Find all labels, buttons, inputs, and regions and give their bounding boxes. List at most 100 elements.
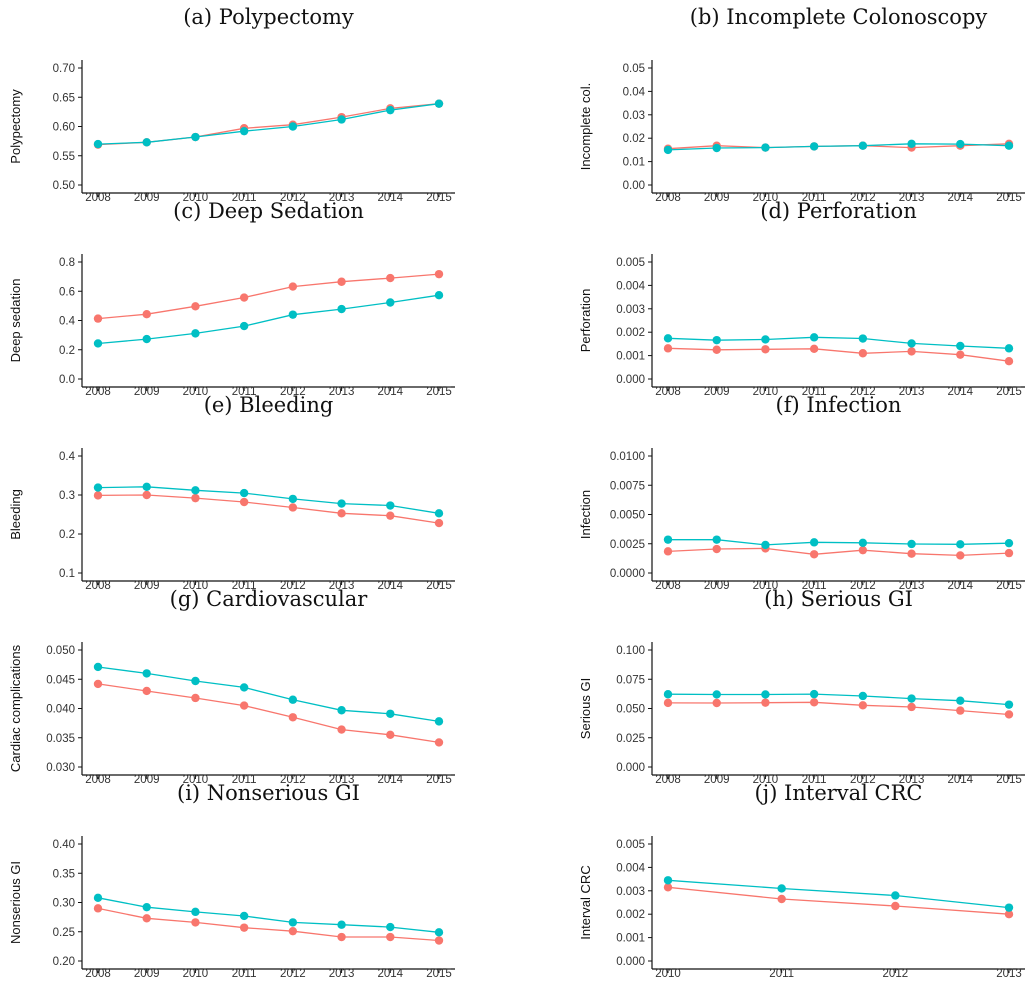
data-point	[956, 540, 965, 549]
x-tick-label: 2009	[134, 774, 160, 786]
series-line	[97, 486, 440, 514]
x-tick-label: 2009	[134, 192, 160, 204]
series-line	[97, 897, 440, 933]
data-point	[809, 689, 819, 699]
series-line	[667, 143, 1010, 151]
chart-panel: (c) Deep Sedation Deep sedation 0.0 0.2 0.4 0…	[8, 199, 455, 398]
data-point	[434, 509, 444, 518]
y-tick-label: 0.0100	[610, 451, 645, 463]
data-point	[712, 345, 721, 354]
series-line	[667, 336, 1010, 349]
data-point	[93, 483, 103, 492]
x-tick-label: 2008	[655, 386, 681, 398]
data-point	[239, 488, 249, 498]
series-line	[97, 907, 440, 942]
data-point	[337, 277, 346, 286]
data-point	[712, 698, 721, 708]
data-point	[337, 499, 346, 508]
chart-panel: (g) Cardiovascular Cardiac complications 0…	[8, 587, 455, 786]
data-point	[386, 922, 395, 932]
data-point	[891, 901, 900, 911]
data-point	[191, 907, 200, 917]
series-line	[667, 886, 1010, 915]
data-point	[386, 501, 395, 510]
y-tick-label: 0.01	[623, 157, 645, 169]
data-point	[663, 334, 673, 343]
x-tick-label: 2009	[704, 386, 730, 398]
y-axis-label: Polypectomy	[8, 89, 23, 164]
series-line	[97, 273, 440, 320]
x-tick-label: 2010	[183, 968, 209, 980]
x-tick-label: 2010	[753, 192, 779, 204]
data-point	[663, 547, 673, 556]
data-point	[386, 709, 395, 718]
y-tick-label: 0.40	[53, 839, 75, 851]
data-point	[434, 928, 444, 937]
x-tick-label: 2009	[704, 774, 730, 786]
data-point	[1004, 710, 1014, 719]
data-point	[1004, 538, 1014, 548]
chart-panel: (e) Bleeding Bleeding 0.1 0.2 0.3 0.4 2008 2009…	[8, 393, 455, 592]
data-point	[191, 493, 200, 503]
y-axis-label: Serious GI	[578, 678, 593, 739]
y-tick-label: 0.000	[616, 374, 645, 386]
x-tick-label: 2014	[377, 774, 403, 786]
chart-panel: (j) Interval CRC Interval CRC 0.000 0.001 0.…	[578, 781, 1025, 980]
x-tick-label: 2011	[232, 774, 257, 786]
data-point	[288, 494, 298, 504]
data-point	[191, 302, 200, 311]
data-point	[288, 122, 298, 131]
data-point	[239, 497, 249, 507]
data-point	[434, 518, 444, 528]
data-point	[712, 544, 721, 554]
data-point	[288, 282, 298, 291]
data-point	[142, 902, 151, 912]
y-tick-label: 0.04	[623, 86, 646, 98]
y-tick-label: 0.035	[46, 733, 75, 745]
y-tick-label: 0.20	[53, 956, 75, 968]
chart-title: (b) Incomplete Colonoscopy	[690, 5, 988, 29]
y-tick-label: 0.045	[46, 674, 75, 686]
data-point	[761, 690, 770, 699]
data-point	[239, 126, 249, 136]
data-point	[337, 920, 346, 929]
data-point	[809, 142, 819, 151]
x-tick-label: 2008	[655, 580, 681, 592]
x-tick-label: 2013	[899, 580, 925, 592]
data-point	[386, 298, 395, 307]
chart-title: (g) Cardiovascular	[170, 587, 369, 611]
y-tick-label: 0.004	[616, 862, 645, 874]
data-point	[858, 538, 868, 548]
data-point	[777, 884, 786, 893]
data-point	[386, 730, 395, 740]
x-tick-label: 2010	[183, 774, 209, 786]
y-tick-label: 0.30	[53, 898, 75, 910]
data-point	[239, 293, 249, 302]
data-point	[288, 310, 298, 319]
series-line	[97, 103, 440, 145]
data-point	[907, 339, 916, 348]
data-point	[809, 698, 819, 707]
chart-title: (a) Polypectomy	[183, 5, 354, 29]
y-tick-label: 0.35	[53, 868, 75, 880]
data-point	[337, 509, 346, 518]
x-tick-label: 2014	[377, 580, 403, 592]
data-point	[288, 713, 298, 722]
data-point	[434, 738, 444, 747]
data-point	[239, 321, 249, 331]
y-tick-label: 0.05	[623, 63, 645, 75]
y-axis-label: Cardiac complications	[8, 644, 23, 772]
x-tick-label: 2011	[232, 580, 257, 592]
data-point	[907, 347, 916, 356]
data-point	[663, 876, 673, 885]
data-point	[191, 693, 200, 703]
y-tick-label: 0.2	[59, 345, 75, 357]
data-point	[239, 683, 249, 692]
data-point	[1004, 344, 1014, 353]
data-point	[93, 491, 103, 500]
y-tick-label: 0.025	[616, 733, 645, 745]
data-point	[663, 698, 673, 708]
x-tick-label: 2014	[377, 386, 403, 398]
data-point	[761, 345, 770, 354]
